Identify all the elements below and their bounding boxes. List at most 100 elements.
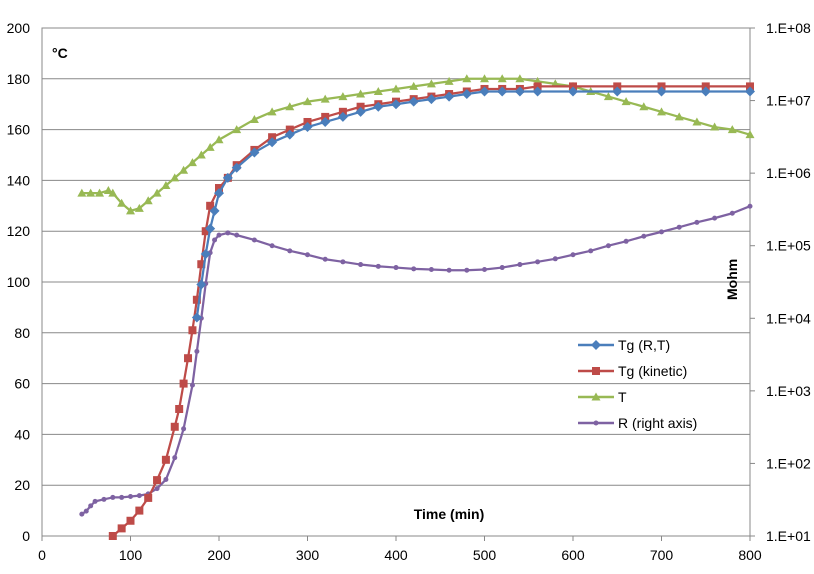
data-point (189, 382, 195, 388)
data-point (464, 267, 470, 273)
y-tick-label: 200 (7, 20, 31, 36)
y-tick-label: 60 (14, 376, 30, 392)
y2-tick-label: 1.E+07 (766, 93, 811, 109)
data-point (641, 233, 647, 239)
x-tick-label: 300 (296, 547, 320, 563)
data-point (267, 137, 278, 148)
legend-label: T (618, 389, 627, 405)
data-point (205, 223, 216, 234)
data-point (337, 111, 348, 122)
data-point (497, 74, 507, 83)
data-point (187, 158, 197, 167)
y-tick-label: 40 (14, 426, 30, 442)
data-point (391, 99, 401, 110)
data-point (179, 165, 189, 174)
data-point (206, 201, 215, 210)
series-layer (77, 74, 755, 540)
data-point (201, 227, 210, 236)
data-point (712, 215, 718, 221)
data-point (110, 494, 116, 500)
y2-tick-label: 1.E+03 (766, 383, 811, 399)
data-point (196, 150, 206, 159)
data-point (95, 188, 105, 197)
data-point (340, 259, 346, 265)
data-point (656, 86, 667, 97)
legend-marker (591, 392, 601, 401)
y-tick-label: 180 (7, 71, 31, 87)
series-line (195, 90, 750, 318)
data-point (77, 188, 87, 197)
data-point (86, 188, 96, 197)
data-point (657, 107, 666, 116)
data-point (603, 92, 613, 101)
data-point (215, 184, 223, 193)
data-point (461, 89, 472, 100)
data-point (745, 130, 755, 139)
data-point (426, 94, 437, 105)
data-point (462, 74, 472, 83)
data-point (533, 82, 542, 91)
data-point (321, 112, 330, 121)
data-point (700, 86, 711, 97)
data-point (322, 256, 328, 262)
data-point (136, 493, 142, 499)
data-point (570, 252, 576, 258)
data-point (79, 511, 85, 517)
data-point (499, 265, 505, 271)
data-point (373, 101, 384, 112)
legend-marker (591, 340, 601, 350)
y2-tick-label: 1.E+05 (766, 238, 811, 254)
data-point (212, 237, 218, 243)
data-point (729, 210, 735, 216)
data-point (676, 224, 682, 230)
data-point (249, 114, 259, 123)
legend-marker (593, 420, 599, 426)
data-point (569, 82, 577, 91)
data-point (200, 249, 211, 260)
y2-tick-label: 1.E+01 (766, 528, 811, 544)
data-point (588, 248, 594, 254)
legend-item: Tg (R,T) (578, 337, 670, 353)
data-point (320, 116, 331, 127)
data-point (88, 503, 94, 509)
y-axis-label: °C (52, 45, 68, 61)
data-point (535, 259, 541, 265)
x-tick-label: 800 (738, 547, 762, 563)
data-point (303, 117, 312, 126)
data-point (126, 206, 135, 215)
data-point (356, 89, 366, 98)
data-point (408, 96, 419, 107)
data-point (231, 162, 242, 173)
y-tick-label: 80 (14, 325, 30, 341)
data-point (428, 267, 434, 273)
data-point (694, 219, 700, 225)
data-point (126, 516, 135, 525)
data-point (134, 203, 144, 212)
data-point (517, 262, 523, 268)
data-point (747, 203, 753, 209)
data-point (154, 486, 160, 492)
data-point (358, 262, 364, 268)
y2-axis-ticks: 1.E+01 1.E+02 1.E+03 1.E+04 1.E+05 1.E+06 1.E+… (750, 20, 811, 544)
data-point (446, 267, 452, 273)
data-point (514, 86, 525, 97)
data-point (480, 74, 489, 83)
y2-tick-label: 1.E+04 (766, 310, 811, 326)
data-point (184, 354, 193, 363)
data-point (444, 76, 454, 85)
data-point (605, 243, 611, 249)
series-line (112, 85, 750, 537)
data-point (426, 79, 436, 88)
legend-item: T (578, 389, 627, 405)
data-point (117, 524, 126, 533)
data-point (285, 102, 295, 111)
data-point (305, 252, 310, 258)
data-point (214, 188, 224, 199)
y2-tick-label: 1.E+06 (766, 165, 811, 181)
y-tick-label: 140 (7, 172, 31, 188)
data-point (249, 147, 260, 158)
data-point (153, 476, 162, 485)
data-point (710, 122, 720, 131)
data-point (375, 263, 381, 269)
data-point (128, 494, 133, 500)
